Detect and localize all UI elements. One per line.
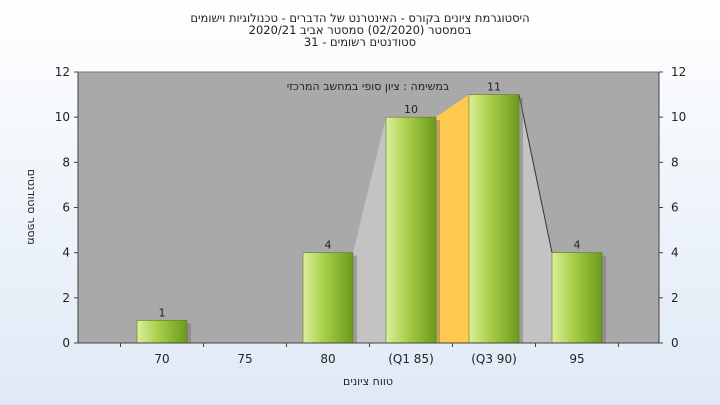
- bar: [302, 252, 354, 344]
- x-tick-label: 80: [320, 352, 335, 366]
- bar: [468, 94, 520, 344]
- distribution-curve: [518, 94, 553, 253]
- bar-value-label: 11: [487, 81, 501, 94]
- bar-value-label: 1: [159, 306, 166, 319]
- x-tick-label: (Q1 85): [388, 352, 434, 366]
- chart-title-line-1: היסטוגרמת ציונים בקורס - האינטרנט של הדב…: [190, 11, 529, 25]
- y-tick-label-right: 2: [671, 291, 679, 305]
- y-tick-label-left: 10: [55, 110, 70, 124]
- y-axis-label: מספר סטודנטים: [25, 169, 38, 245]
- bars-group: [136, 94, 606, 344]
- bar-value-label: 4: [325, 239, 332, 252]
- chart-title-line-2: בסמסטר (02/2020) סמסטר אביב 2020/21: [249, 23, 472, 37]
- x-tick-label: 75: [237, 352, 252, 366]
- y-axis-left: 0 2 4 6 8 10 12: [55, 65, 79, 350]
- y-tick-label-left: 0: [62, 336, 70, 350]
- y-tick-label-left: 2: [62, 291, 70, 305]
- x-axis: 70 75 80 (Q1 85) (Q3 90) 95: [78, 342, 659, 366]
- y-tick-label-right: 10: [671, 110, 686, 124]
- y-tick-label-left: 12: [55, 65, 70, 79]
- y-tick-label-right: 6: [671, 201, 679, 215]
- bar-value-label: 10: [404, 103, 418, 116]
- quartile-band: [436, 94, 469, 343]
- x-axis-label: טווח ציונים: [343, 375, 393, 388]
- bar: [551, 252, 603, 344]
- bar: [136, 320, 188, 344]
- x-tick-label: 70: [154, 352, 169, 366]
- y-tick-label-right: 4: [671, 246, 679, 260]
- chart-subtitle: במשימה : ציון סופי במחשב המרכזי: [287, 80, 450, 93]
- y-axis-right: 0 2 4 6 8 10 12: [658, 65, 686, 350]
- x-tick-label: 95: [569, 352, 584, 366]
- y-tick-label-right: 0: [671, 336, 679, 350]
- bar: [385, 116, 437, 344]
- chart-title-line-3: סטודנטים רשומים - 31: [304, 35, 416, 49]
- y-tick-label-left: 8: [62, 155, 70, 169]
- y-tick-label-right: 12: [671, 65, 686, 79]
- y-tick-label-left: 6: [62, 201, 70, 215]
- y-tick-label-right: 8: [671, 155, 679, 169]
- bar-value-label: 4: [574, 239, 581, 252]
- bar-labels-group: 1 4 10 11 4: [159, 81, 581, 320]
- x-tick-label: (Q3 90): [471, 352, 517, 366]
- y-tick-label-left: 4: [62, 246, 70, 260]
